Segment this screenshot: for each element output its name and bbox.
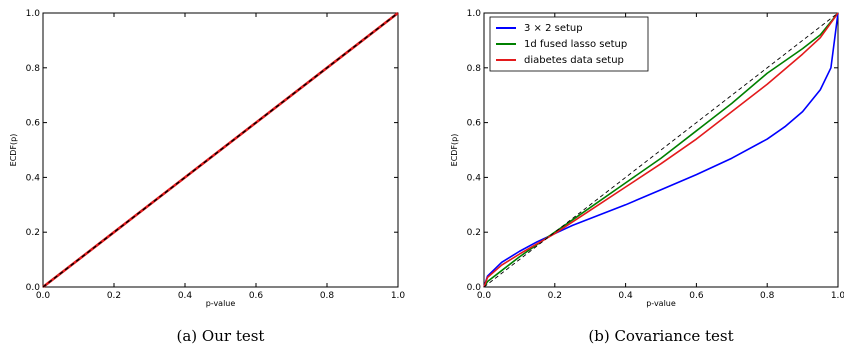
legend-box [489,16,649,72]
y-tick-label: 0.4 [26,173,41,183]
series-group [42,11,399,289]
plot-frame [42,12,399,288]
series-line-3 [483,12,839,288]
x-tick-label: 0.2 [548,291,562,301]
x-tick-label: 1.0 [831,291,844,301]
x-tick-label: 0.4 [178,291,193,301]
reference-line [42,12,399,288]
y-tick-label: 0.6 [467,119,482,129]
reference-line [483,12,839,288]
y-axis-label: ECDF(p) [9,134,18,167]
legend-label-series-1: 3 × 2 setup [524,23,583,34]
chart-panel-b: 0.0 0.2 0.4 0.6 0.8 1.0 0.0 0.2 0.4 0.6 0.8 1.0 p-… [450,9,844,345]
plot-frame [483,12,839,288]
chart-panel-a: 0.0 0.2 0.4 0.6 0.8 1.0 0.0 0.2 0.4 0.6 0.8 1.0 p-… [9,9,405,345]
x-tick-labels: 0.0 0.2 0.4 0.6 0.8 1.0 [36,291,406,301]
y-tick-label: 0.0 [467,283,482,293]
panel-caption: (a) Our test [177,327,265,345]
y-tick-label: 0.8 [26,64,41,74]
x-tick-label: 1.0 [391,291,406,301]
y-tick-labels: 0.0 0.2 0.4 0.6 0.8 1.0 [467,9,482,293]
y-tick-label: 1.0 [26,9,41,19]
x-tick-label: 0.4 [618,291,633,301]
x-tick-label: 0.0 [477,291,492,301]
y-axis-label: ECDF(p) [450,134,459,167]
y-tick-label: 0.8 [467,64,482,74]
x-tick-label: 0.6 [689,291,704,301]
panel-caption: (b) Covariance test [588,327,733,345]
x-tick-label: 0.6 [249,291,264,301]
legend: 3 × 2 setup 1d fused lasso setup diabete… [489,16,649,72]
x-tick-label: 0.0 [36,291,51,301]
x-tick-label: 0.8 [760,291,775,301]
x-tick-label: 0.2 [107,291,121,301]
legend-label-series-2: 1d fused lasso setup [524,39,627,50]
y-tick-label: 0.0 [26,283,41,293]
y-tick-label: 0.2 [26,228,40,238]
x-axis-label: p-value [646,299,676,308]
y-tick-labels: 0.0 0.2 0.4 0.6 0.8 1.0 [26,9,41,293]
x-tick-labels: 0.0 0.2 0.4 0.6 0.8 1.0 [477,291,844,301]
x-axis-label: p-value [206,299,236,308]
series-line-2 [483,12,839,288]
y-tick-label: 0.2 [467,228,481,238]
x-tick-label: 0.8 [320,291,335,301]
series-group [483,12,839,288]
series-line-1 [483,12,839,288]
legend-label-series-3: diabetes data setup [524,55,624,66]
y-tick-label: 0.6 [26,119,41,129]
y-tick-label: 1.0 [467,9,482,19]
y-tick-label: 0.4 [467,173,482,183]
